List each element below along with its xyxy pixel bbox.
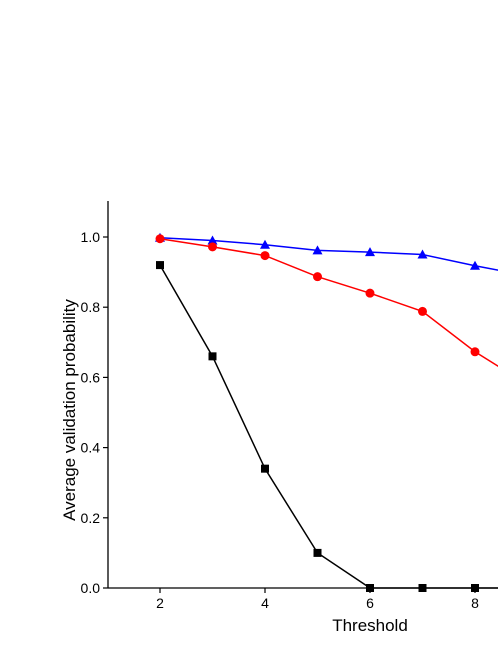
series-line [159,264,498,589]
data-point [207,235,218,245]
data-point [156,261,164,270]
data-point [313,272,322,282]
data-point [365,288,375,298]
series-line [159,238,498,367]
data-point [208,352,217,361]
data-point [312,245,323,255]
data-point [155,234,165,244]
x-tick-label: 8 [471,595,479,611]
data-point [260,239,270,249]
x-axis-title: Threshold [332,616,408,635]
y-tick-label: 1.0 [81,229,101,245]
data-point [261,464,269,473]
data-point [418,306,427,316]
data-point [471,584,479,592]
data-point [208,242,217,252]
data-point [417,249,428,259]
data-point [470,347,480,357]
y-tick-label: 0.2 [81,510,101,526]
x-tick-label: 4 [261,595,269,611]
data-point [470,260,480,270]
series-layer [155,232,498,592]
x-tick-label: 6 [366,595,374,611]
axes: 0.0 0.2 0.4 0.6 0.8 1.0 2 4 6 8 [81,201,498,611]
data-point [418,584,427,592]
y-axis-title: Average validation probability [60,299,79,521]
series-circle [155,234,498,367]
series-square [156,261,498,592]
x-tick-label: 2 [156,595,164,611]
y-tick-label: 0.8 [81,299,101,315]
data-point [366,584,374,592]
y-tick-label: 0.0 [81,580,101,596]
data-point [313,548,322,557]
series-line [159,236,498,271]
y-tick-label: 0.6 [81,369,101,385]
data-point [365,247,375,257]
y-tick-label: 0.4 [81,440,101,456]
data-point [260,251,270,261]
series-triangle [155,232,498,271]
